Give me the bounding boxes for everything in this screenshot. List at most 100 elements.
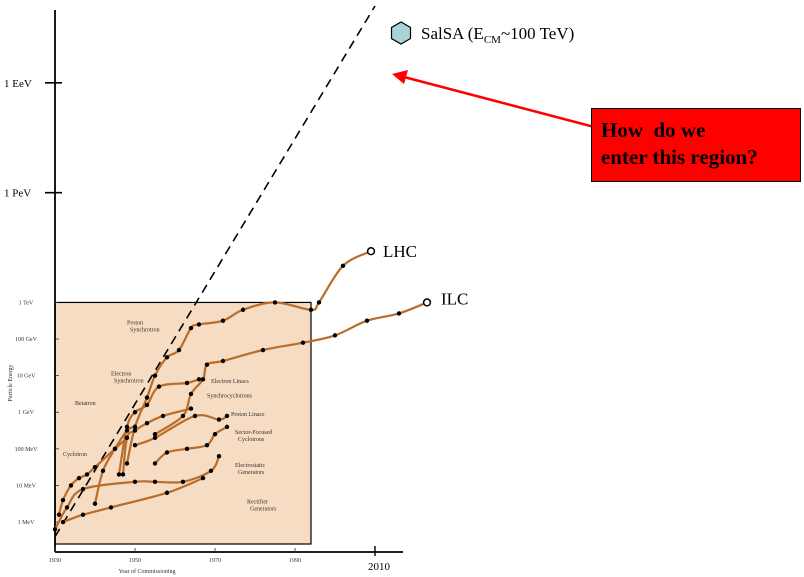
- series-label: Generators: [238, 470, 265, 476]
- data-point: [60, 497, 66, 503]
- y-tick-label: 1 PeV: [4, 188, 31, 200]
- data-point: [144, 421, 150, 426]
- data-point: [188, 391, 194, 397]
- x-tick-label: 1950: [129, 558, 141, 564]
- series-label: Rectifier: [247, 499, 268, 506]
- series-label: Synchrocyclotrons: [207, 394, 253, 400]
- data-point: [132, 479, 138, 484]
- series-label: Generators: [250, 507, 277, 513]
- data-point: [204, 362, 210, 367]
- data-point: [200, 377, 206, 382]
- y-tick-label: 10 MeV: [16, 483, 36, 489]
- data-point: [220, 318, 226, 323]
- y-tick-label: 1 EeV: [4, 78, 32, 90]
- series-label: Synchrotron: [130, 327, 160, 333]
- data-point: [224, 424, 230, 430]
- data-point: [164, 450, 170, 455]
- data-point: [124, 428, 130, 433]
- data-point: [316, 300, 322, 305]
- series-label: Synchrotron: [114, 379, 144, 385]
- y-tick-label: 100 GeV: [15, 337, 37, 343]
- data-point: [156, 384, 162, 389]
- data-point: [80, 486, 86, 492]
- data-point: [80, 512, 86, 517]
- data-point: [92, 501, 98, 506]
- data-point: [364, 318, 370, 323]
- data-point: [100, 468, 106, 473]
- data-point: [180, 413, 186, 419]
- data-point: [300, 340, 306, 345]
- data-point: [124, 435, 130, 441]
- data-point: [216, 417, 222, 422]
- data-point: [340, 263, 346, 269]
- x-tick-label: 1930: [49, 558, 61, 564]
- data-point: [116, 472, 122, 477]
- data-point: [152, 432, 158, 437]
- data-point: [152, 461, 158, 466]
- data-point: [56, 512, 62, 517]
- lhc-label: LHC: [383, 242, 417, 261]
- y-tick-label: 10 GeV: [17, 374, 36, 380]
- data-point: [160, 413, 166, 419]
- data-point: [92, 464, 98, 470]
- data-point: [308, 307, 314, 312]
- series-label: Electrostatic: [235, 463, 265, 469]
- data-point: [422, 298, 432, 307]
- x-tick-label: 1970: [209, 558, 221, 564]
- data-point: [164, 490, 170, 495]
- data-point: [220, 358, 226, 364]
- y-tick-label: 1 TeV: [19, 300, 34, 306]
- salsa-marker: [390, 21, 412, 45]
- trend-line: [54, 5, 376, 538]
- data-point: [120, 472, 126, 477]
- data-point: [52, 527, 58, 532]
- callout-box: How do we enter this region?: [591, 108, 801, 182]
- x-tick-label: 1990: [289, 558, 301, 564]
- data-point: [132, 424, 138, 430]
- data-point: [204, 442, 210, 448]
- data-point: [180, 479, 186, 484]
- y-tick-label: 100 MeV: [15, 447, 38, 453]
- data-point: [188, 406, 194, 411]
- data-point: [260, 347, 266, 353]
- data-point: [152, 373, 158, 378]
- data-point: [76, 475, 82, 481]
- data-point: [332, 333, 338, 338]
- data-point: [124, 461, 130, 466]
- series-label: Cyclotrons: [238, 437, 265, 443]
- data-point: [64, 505, 70, 510]
- data-point: [84, 472, 90, 477]
- series-label: Cyclotron: [63, 452, 87, 458]
- series-label: Betatron: [75, 401, 96, 407]
- data-point: [192, 413, 198, 419]
- y-axis-title: Particle Energy: [8, 364, 14, 401]
- arrow-head: [392, 70, 408, 84]
- y-tick-label: 1 MeV: [18, 520, 35, 526]
- data-point: [176, 347, 182, 353]
- data-point: [132, 428, 138, 433]
- ilc-label: ILC: [441, 289, 468, 308]
- arrow-line: [403, 75, 599, 130]
- data-point: [144, 402, 150, 408]
- series-label: Sector-Focused: [235, 430, 272, 436]
- data-point: [224, 413, 230, 419]
- data-point: [200, 475, 206, 481]
- data-point: [212, 432, 218, 437]
- data-point: [196, 322, 202, 327]
- data-point: [240, 307, 246, 312]
- y-tick-label: 1 GeV: [18, 410, 34, 416]
- data-point: [144, 395, 150, 400]
- data-point: [60, 519, 66, 525]
- data-point: [152, 435, 158, 441]
- data-point: [208, 468, 214, 473]
- data-point: [152, 479, 158, 484]
- data-point: [196, 377, 202, 382]
- x-axis-title: Year of Commissioning: [118, 568, 175, 575]
- series-label: Proton: [127, 320, 143, 326]
- series-label: Electron: [111, 372, 131, 378]
- data-point: [366, 247, 376, 256]
- data-point: [108, 505, 114, 510]
- data-point: [184, 446, 190, 452]
- data-point: [124, 424, 130, 430]
